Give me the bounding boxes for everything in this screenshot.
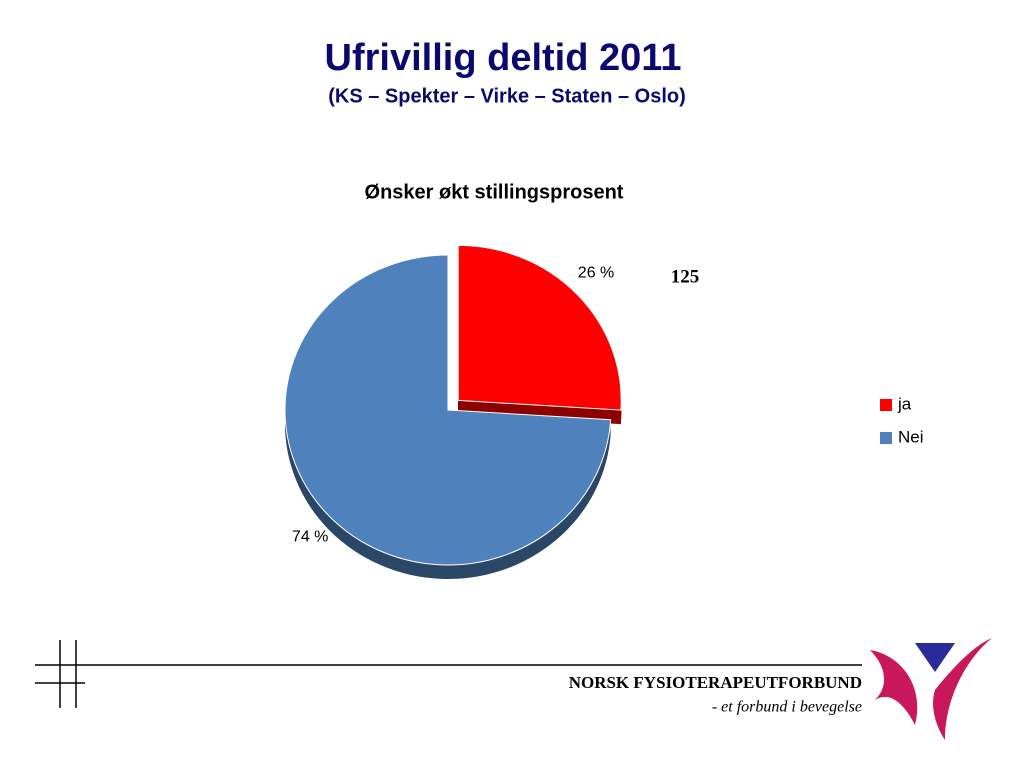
slide-title: Ufrivillig deltid 2011 — [325, 37, 682, 79]
legend: ja Nei — [880, 394, 924, 446]
slide-subtitle: (KS – Spekter – Virke – Staten – Oslo) — [328, 85, 686, 107]
value-label: 26 % — [578, 264, 614, 281]
chart-title: Ønsker økt stillingsprosent — [365, 181, 624, 203]
legend-label: ja — [897, 394, 912, 413]
value-label: 74 % — [292, 529, 328, 546]
pie-slice — [457, 244, 622, 411]
annotation: 125 — [671, 266, 700, 287]
pie: 26 % 74 % — [284, 244, 622, 579]
legend-swatch — [880, 399, 892, 411]
footer-lines — [35, 640, 862, 708]
tagline: - et forbund i bevegelse — [712, 699, 862, 716]
logo — [870, 638, 992, 740]
legend-swatch — [880, 432, 892, 444]
legend-label: Nei — [898, 427, 924, 446]
pie-slice — [284, 254, 612, 566]
organization: NORSK FYSIOTERAPEUTFORBUND — [569, 673, 862, 692]
